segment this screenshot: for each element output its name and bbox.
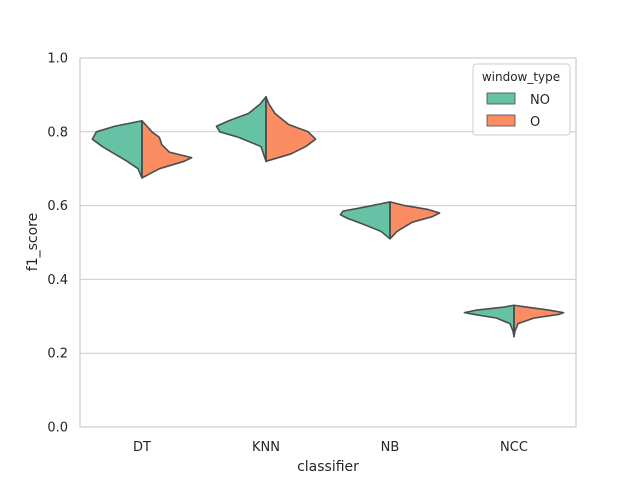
x-tick-label: KNN: [252, 440, 280, 455]
violin-half-no-knn: [215, 95, 267, 163]
violin-half-o-dt: [141, 119, 193, 179]
violin-half-o-knn: [265, 95, 317, 163]
violin-half-no-ncc: [463, 304, 515, 338]
violins: [91, 95, 565, 338]
violin-half-no-dt: [91, 119, 143, 179]
legend-title: window_type: [482, 70, 560, 84]
y-tick-label: 0.8: [47, 125, 68, 140]
x-axis-label: classifier: [297, 459, 359, 475]
plot-frame: [79, 57, 577, 428]
violin-half-o-ncc: [513, 304, 565, 338]
legend: window_type NO O: [472, 63, 571, 136]
y-tick-labels: 0.0 0.2 0.4 0.6 0.8 1.0: [47, 52, 68, 436]
y-tick-label: 0.4: [47, 273, 68, 288]
legend-swatch-o: [486, 114, 516, 127]
x-tick-label: NB: [381, 440, 400, 455]
violin-half-o-nb: [389, 201, 441, 240]
x-tick-label: DT: [133, 440, 151, 455]
x-tick-label: NCC: [500, 440, 528, 455]
y-axis-label: f1_score: [25, 213, 41, 271]
legend-label-no: NO: [530, 93, 550, 108]
x-tick-labels: DT KNN NB NCC: [133, 440, 528, 455]
legend-label-o: O: [530, 115, 540, 130]
legend-swatch-no: [486, 92, 516, 105]
violin-half-no-nb: [339, 201, 391, 240]
y-tick-label: 1.0: [47, 52, 68, 67]
y-tick-label: 0.6: [47, 199, 68, 214]
y-tick-label: 0.2: [47, 347, 68, 362]
y-tick-label: 0.0: [47, 421, 68, 436]
